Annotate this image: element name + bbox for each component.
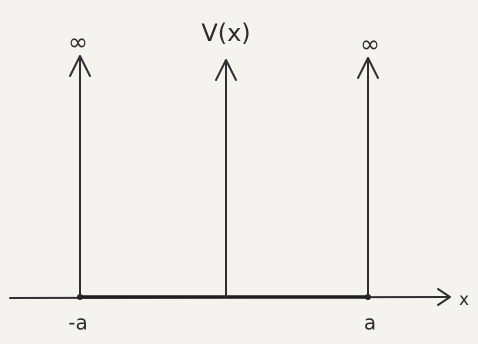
left-infinity: ∞: [68, 28, 88, 56]
right-infinity: ∞: [360, 30, 380, 58]
minus-a-label: -a: [68, 311, 87, 335]
a-label: a: [364, 311, 376, 335]
potential-well-sketch: ∞ V(x) ∞ x -a a: [0, 0, 478, 344]
x-label: x: [459, 290, 469, 310]
potential-label: V(x): [201, 19, 250, 47]
